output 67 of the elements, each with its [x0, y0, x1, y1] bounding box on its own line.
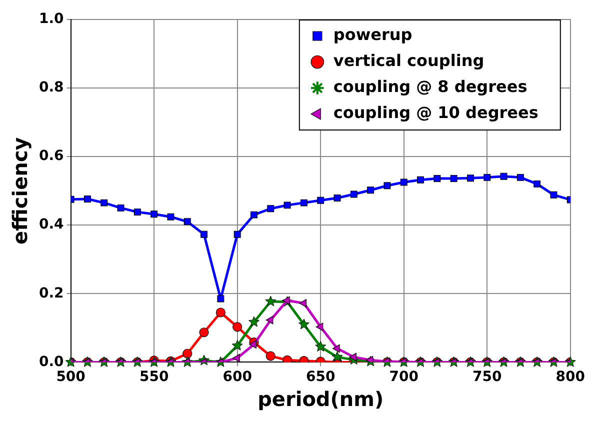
point: [267, 205, 274, 212]
point: [216, 308, 226, 318]
point: [234, 230, 241, 238]
point: [232, 322, 242, 332]
point: [184, 218, 191, 226]
x-tick-label: 750: [472, 369, 502, 386]
point: [299, 299, 306, 308]
x-axis-title: period(nm): [258, 387, 384, 412]
x-tick-label: 500: [56, 369, 86, 386]
point: [282, 296, 290, 305]
y-tick-label: 0.8: [38, 80, 64, 96]
x-tick-label: 700: [389, 369, 419, 386]
point: [100, 199, 108, 206]
point: [534, 180, 541, 188]
point: [484, 174, 491, 181]
y-axis-title: efficiency: [8, 137, 32, 244]
point: [284, 202, 291, 209]
point: [232, 340, 243, 350]
point: [84, 196, 91, 203]
point: [266, 316, 274, 324]
point: [200, 230, 208, 238]
point: [450, 174, 458, 182]
legend-label: powerup: [333, 25, 412, 44]
point: [500, 172, 508, 180]
point: [400, 178, 408, 186]
point: [250, 211, 258, 218]
point: [466, 174, 474, 182]
x-tick-label: 800: [556, 369, 586, 386]
y-tick-label: 0.4: [38, 216, 64, 233]
point: [249, 340, 257, 349]
point: [316, 322, 324, 332]
point: [417, 176, 424, 184]
y-tick-label: 0.2: [38, 285, 64, 302]
point: [134, 208, 141, 216]
legend-label: vertical coupling: [333, 51, 484, 70]
legend-label: coupling @ 8 degrees: [333, 77, 528, 96]
x-tick-label: 600: [222, 369, 252, 386]
point: [167, 213, 174, 220]
point: [315, 341, 326, 352]
point: [117, 204, 124, 212]
point: [434, 174, 441, 182]
x-tick-label: 650: [306, 369, 336, 386]
point: [300, 199, 308, 206]
point: [516, 174, 524, 181]
point: [550, 191, 558, 198]
point: [217, 295, 224, 302]
y-tick-label: 0.6: [38, 148, 64, 164]
point: [298, 318, 310, 330]
point: [232, 354, 240, 362]
point: [266, 351, 276, 361]
point: [349, 352, 356, 362]
point: [317, 196, 324, 204]
point: [199, 328, 209, 338]
point: [265, 296, 276, 306]
x-tick-label: 550: [139, 369, 169, 386]
y-tick-label: 0.0: [38, 354, 64, 370]
point: [384, 182, 391, 190]
point: [182, 348, 192, 358]
point: [248, 316, 260, 327]
legend-label: coupling @ 10 degrees: [333, 103, 538, 122]
point: [367, 186, 374, 194]
point: [334, 194, 341, 202]
point: [150, 210, 158, 218]
point: [350, 190, 358, 198]
point: [332, 351, 343, 362]
point: [332, 344, 340, 353]
y-tick-label: 1.0: [38, 11, 64, 28]
